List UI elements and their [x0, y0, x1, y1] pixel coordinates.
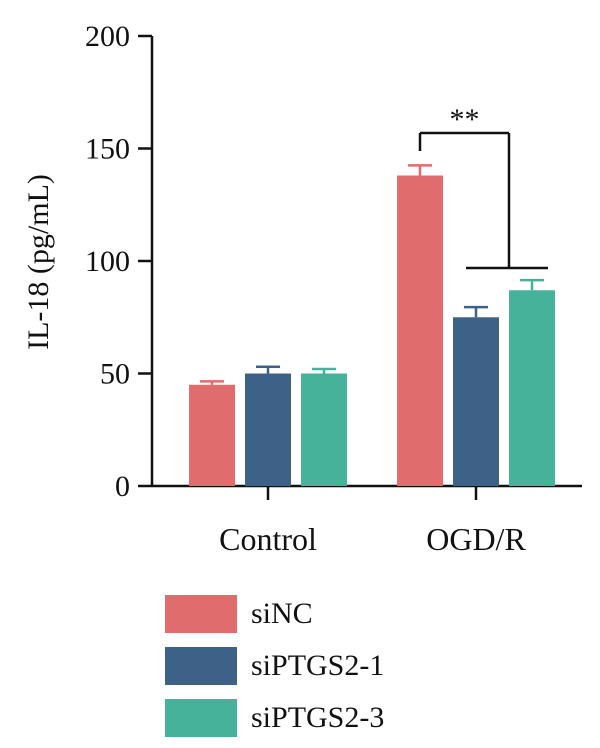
y-axis-label: IL-18 (pg/mL): [22, 174, 55, 350]
bar: [301, 373, 347, 486]
significance-annotations: **: [418, 103, 548, 270]
y-axis: 0 50 100 150 200: [85, 20, 154, 503]
bar: [245, 373, 291, 486]
bar: [189, 384, 235, 486]
significance-label: **: [450, 103, 480, 136]
bar-chart: 0 50 100 150 200 Control OGD/R ** IL-18 (pg/m…: [22, 20, 582, 557]
legend-item-siptgs2-3: siPTGS2-3: [165, 692, 465, 744]
y-tick-label: 100: [85, 245, 130, 278]
legend-swatch-sinc: [165, 595, 237, 633]
y-tick-label: 0: [115, 470, 130, 503]
y-tick-label: 150: [85, 133, 130, 166]
legend: siNC siPTGS2-1 siPTGS2-3: [165, 588, 465, 744]
x-axis: Control OGD/R: [152, 484, 582, 557]
x-tick-label: OGD/R: [426, 521, 526, 557]
legend-swatch-siptgs2-3: [165, 699, 237, 737]
y-tick-label: 200: [85, 20, 130, 53]
legend-label: siPTGS2-1: [251, 649, 385, 682]
legend-item-siptgs2-1: siPTGS2-1: [165, 640, 465, 692]
legend-label: siPTGS2-3: [251, 701, 385, 734]
bar: [453, 317, 499, 486]
legend-label: siNC: [251, 597, 313, 630]
x-tick-label: Control: [219, 521, 317, 557]
bars: [189, 164, 555, 486]
legend-swatch-siptgs2-1: [165, 647, 237, 685]
y-tick-label: 50: [100, 358, 130, 391]
bar: [509, 290, 555, 486]
legend-item-sinc: siNC: [165, 588, 465, 640]
bar: [397, 175, 443, 486]
